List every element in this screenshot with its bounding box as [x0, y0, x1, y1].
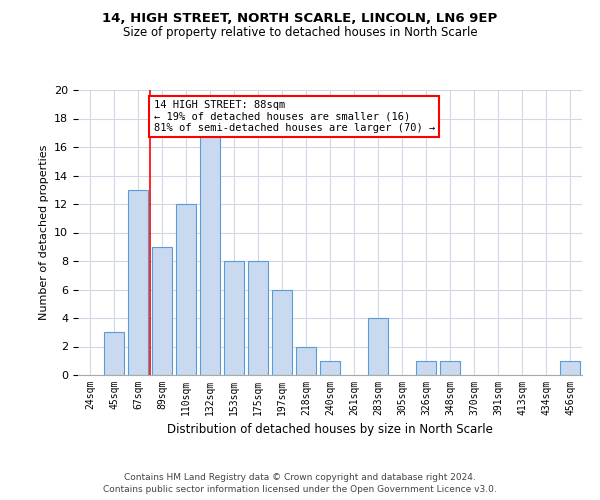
X-axis label: Distribution of detached houses by size in North Scarle: Distribution of detached houses by size … — [167, 424, 493, 436]
Bar — [368, 318, 388, 375]
Bar — [104, 332, 124, 375]
Text: Contains HM Land Registry data © Crown copyright and database right 2024.: Contains HM Land Registry data © Crown c… — [124, 472, 476, 482]
Bar — [440, 361, 460, 375]
Text: Size of property relative to detached houses in North Scarle: Size of property relative to detached ho… — [122, 26, 478, 39]
Bar — [560, 361, 580, 375]
Bar — [272, 290, 292, 375]
Bar — [152, 246, 172, 375]
Bar — [320, 361, 340, 375]
Text: 14 HIGH STREET: 88sqm
← 19% of detached houses are smaller (16)
81% of semi-deta: 14 HIGH STREET: 88sqm ← 19% of detached … — [154, 100, 435, 133]
Text: 14, HIGH STREET, NORTH SCARLE, LINCOLN, LN6 9EP: 14, HIGH STREET, NORTH SCARLE, LINCOLN, … — [103, 12, 497, 26]
Bar — [128, 190, 148, 375]
Bar — [200, 132, 220, 375]
Y-axis label: Number of detached properties: Number of detached properties — [38, 145, 49, 320]
Bar — [176, 204, 196, 375]
Bar — [224, 261, 244, 375]
Bar — [248, 261, 268, 375]
Text: Contains public sector information licensed under the Open Government Licence v3: Contains public sector information licen… — [103, 485, 497, 494]
Bar — [296, 346, 316, 375]
Bar — [416, 361, 436, 375]
